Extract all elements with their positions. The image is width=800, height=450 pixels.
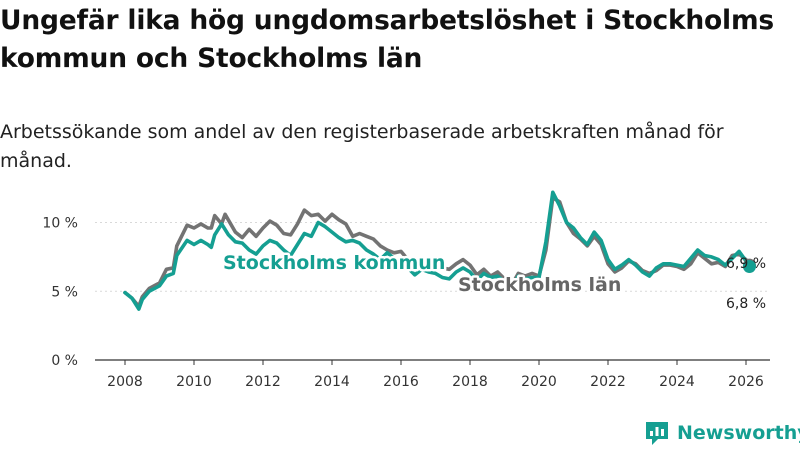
end-value-stockholms-kommun: 6,8 % [726,296,766,312]
x-tick-label: 2020 [521,374,557,390]
end-value-stockholms-lan: 6,9 % [726,256,766,272]
x-tick-label: 2026 [728,374,764,390]
x-tick-label: 2008 [107,374,143,390]
y-tick-label: 5 % [51,284,78,300]
series-label-stockholms-kommun: Stockholms kommun [223,252,445,274]
chart-title: Ungefär lika hög ungdomsarbetslöshet i S… [0,5,774,74]
x-tick-label: 2018 [452,374,488,390]
x-axis: 2008 2010 2012 2014 2016 2018 2020 2022 2024 2026 [107,360,764,390]
y-axis: 0 % 5 % 10 % [42,216,78,370]
x-tick-label: 2022 [590,374,626,390]
x-tick-label: 2012 [245,374,281,390]
chart-subtitle: Arbetssökande som andel av den registerb… [0,121,724,172]
gridlines [95,222,770,361]
y-tick-label: 0 % [51,353,78,369]
x-tick-label: 2010 [176,374,212,390]
x-tick-label: 2014 [314,374,350,390]
bar-chart-logo-icon [646,422,668,445]
x-tick-label: 2024 [659,374,695,390]
end-point-stockholms-kommun [742,260,756,273]
series-labels: 6,9 % 6,8 % Stockholms kommun Stockholms lä… [221,250,767,313]
series-line-stockholms-lan [123,195,752,309]
series-lines [123,190,756,311]
series-line-stockholms-kommun [123,190,752,311]
x-tick-label: 2016 [383,374,419,390]
newsworthy-logo: Newsworthy [644,418,800,448]
y-tick-label: 10 % [42,216,78,232]
series-label-stockholms-lan: Stockholms län [458,274,621,296]
brand-name: Newsworthy [677,422,800,444]
